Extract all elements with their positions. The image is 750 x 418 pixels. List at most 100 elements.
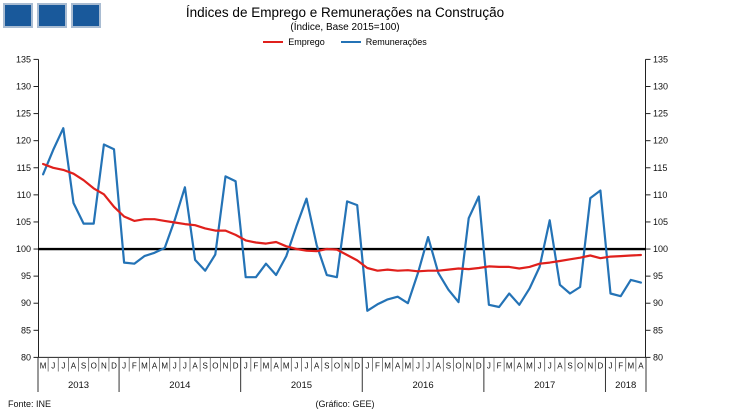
svg-text:J: J [365,362,369,371]
svg-text:100: 100 [16,244,31,254]
svg-text:M: M [161,362,168,371]
svg-text:110: 110 [17,190,31,200]
svg-text:125: 125 [653,109,668,119]
svg-text:J: J [122,362,126,371]
svg-text:A: A [71,362,77,371]
svg-text:F: F [132,362,137,371]
svg-text:J: J [61,362,65,371]
y-axis-ticks [33,58,651,358]
svg-text:2013: 2013 [68,380,89,391]
svg-text:M: M [526,362,533,371]
svg-text:J: J [487,362,491,371]
credit-note: (Gráfico: GEE) [315,399,375,409]
svg-text:85: 85 [653,325,663,335]
svg-text:N: N [466,362,472,371]
svg-text:N: N [101,362,107,371]
svg-text:M: M [283,362,290,371]
svg-text:A: A [517,362,523,371]
svg-text:F: F [618,362,623,371]
svg-text:115: 115 [17,163,31,173]
svg-text:130: 130 [653,81,668,91]
legend-swatch [263,41,284,43]
svg-text:N: N [587,362,593,371]
svg-text:O: O [91,362,97,371]
y-axis-right-labels: 80 85 90 95 100 105 110 115 120 125 130 135 [653,54,668,362]
svg-text:A: A [273,362,279,371]
y-axis-left-labels: 80 85 90 95 100 105 110 115 120 125 130 135 [16,54,31,362]
svg-text:2016: 2016 [412,380,433,391]
legend-label: Emprego [288,37,325,47]
svg-text:M: M [384,362,391,371]
svg-text:J: J [183,362,187,371]
remuneracoes-line [41,127,643,312]
svg-text:M: M [506,362,513,371]
svg-text:2018: 2018 [615,380,636,391]
svg-text:105: 105 [16,217,31,227]
svg-text:M: M [40,362,47,371]
svg-text:S: S [81,362,86,371]
svg-text:D: D [598,362,604,371]
month-separators [37,357,647,392]
logo [3,3,101,28]
svg-text:2017: 2017 [534,380,555,391]
svg-text:D: D [111,362,117,371]
svg-text:2015: 2015 [291,380,312,391]
svg-text:120: 120 [653,136,668,146]
svg-text:J: J [609,362,613,371]
svg-text:N: N [223,362,229,371]
svg-text:S: S [567,362,572,371]
chart-subtitle: (Índice, Base 2015=100) [290,22,400,33]
svg-text:N: N [344,362,350,371]
logo-square [3,3,33,28]
legend-label: Remunerações [365,37,427,47]
source-note: Fonte: INE [8,399,52,409]
svg-text:A: A [557,362,563,371]
svg-text:J: J [538,362,542,371]
svg-text:A: A [314,362,320,371]
svg-text:O: O [212,362,218,371]
svg-text:A: A [395,362,401,371]
svg-text:A: A [638,362,644,371]
svg-text:M: M [405,362,412,371]
legend-item-emprego: Emprego [263,37,325,47]
svg-text:D: D [354,362,360,371]
svg-text:J: J [51,362,55,371]
svg-text:F: F [497,362,502,371]
svg-text:O: O [334,362,340,371]
chart-legend: Emprego Remunerações [0,37,690,47]
svg-text:J: J [548,362,552,371]
svg-text:100: 100 [653,244,668,254]
logo-square [71,3,101,28]
svg-text:80: 80 [653,352,663,362]
svg-text:110: 110 [653,190,667,200]
logo-square [37,3,67,28]
svg-text:S: S [446,362,451,371]
svg-text:O: O [455,362,461,371]
svg-text:J: J [426,362,430,371]
svg-text:115: 115 [653,163,667,173]
axes [38,59,646,358]
svg-text:135: 135 [653,54,668,64]
svg-text:125: 125 [16,109,31,119]
svg-text:J: J [244,362,248,371]
svg-text:S: S [324,362,329,371]
svg-text:S: S [203,362,208,371]
svg-text:120: 120 [16,136,31,146]
svg-text:95: 95 [21,271,31,281]
svg-text:90: 90 [21,298,31,308]
svg-text:J: J [416,362,420,371]
chart-title: Índices de Emprego e Remunerações na Con… [185,5,505,20]
svg-text:J: J [305,362,309,371]
emprego-line [41,162,643,273]
svg-text:D: D [476,362,482,371]
svg-text:85: 85 [21,325,31,335]
legend-item-remunerações: Remunerações [340,37,427,47]
svg-text:95: 95 [653,271,663,281]
svg-text:90: 90 [653,298,663,308]
svg-text:O: O [577,362,583,371]
svg-text:A: A [436,362,442,371]
year-labels: 2013 2014 2015 2016 2017 2018 [68,380,636,391]
